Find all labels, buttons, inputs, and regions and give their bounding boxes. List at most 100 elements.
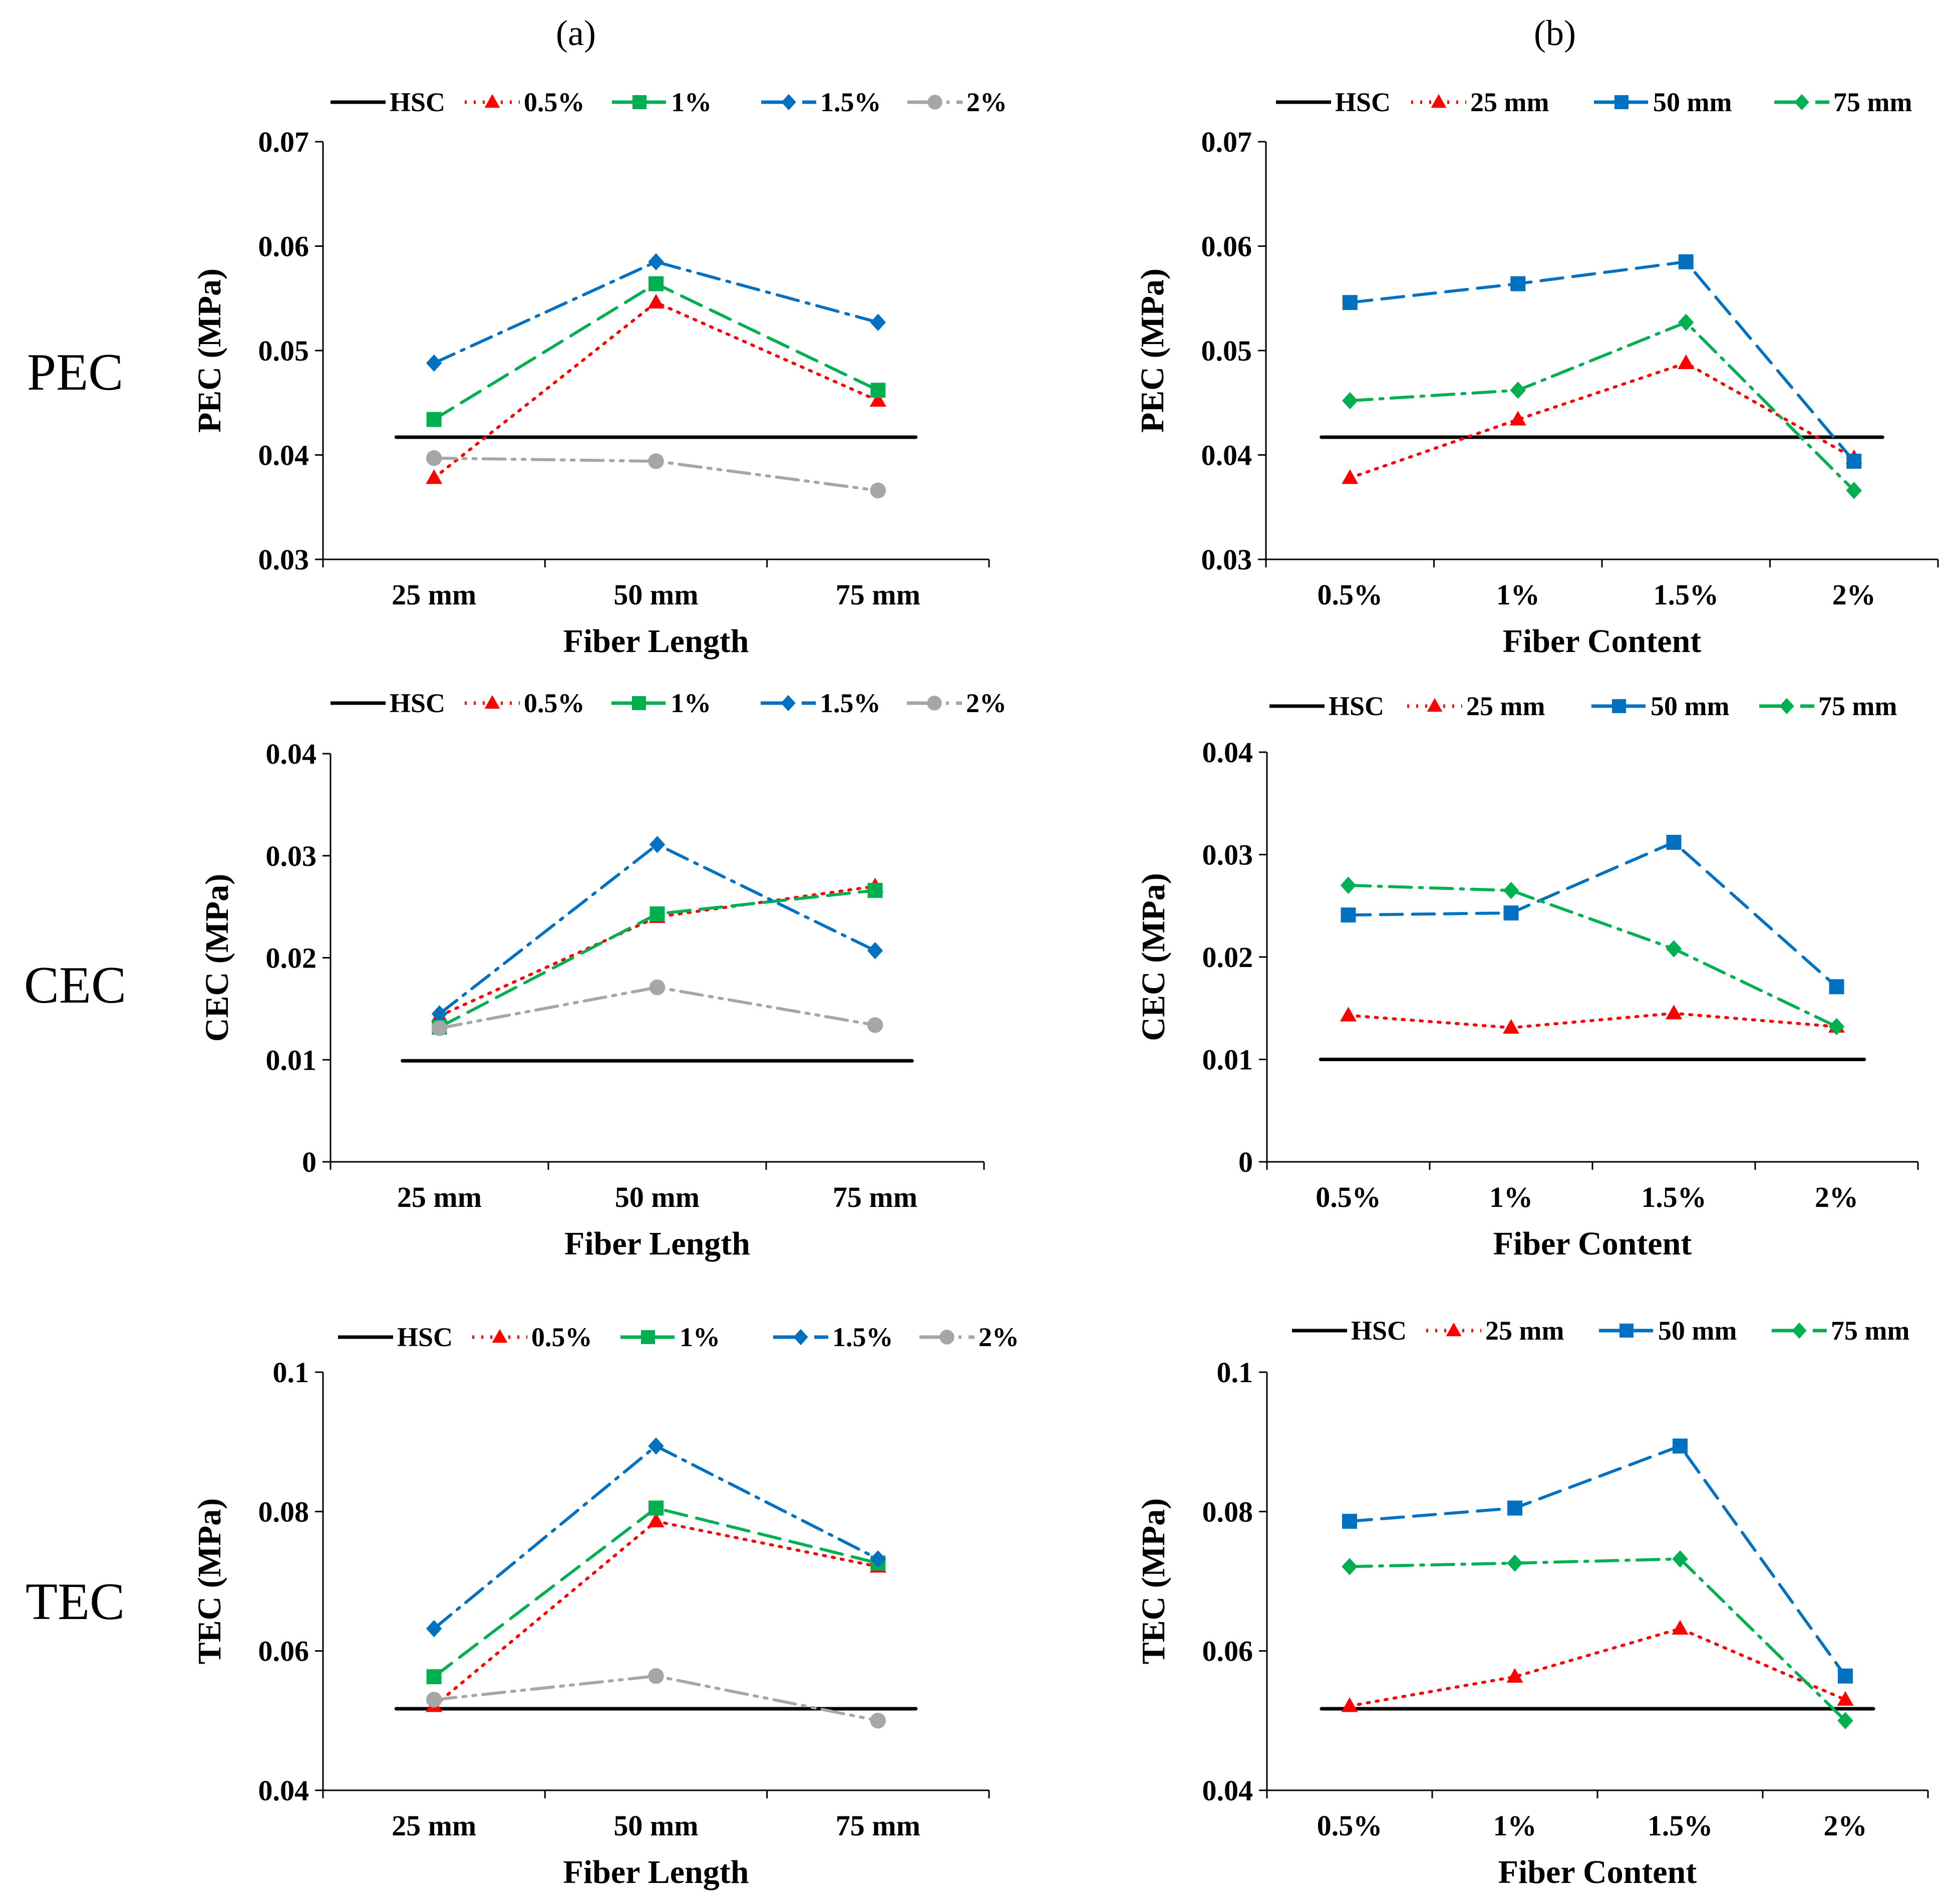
chart-pec-b: 0.03 0.04 0.05 0.06 0.07 0.5% 1% 1.5% 2% Fiber Co… [1134,87,1939,660]
x-tick-label: 1.5% [1648,1809,1713,1842]
x-axis-title: Fiber Content [1503,623,1702,660]
data-point [1837,1712,1853,1730]
data-point [426,1669,442,1685]
data-point [1838,1668,1853,1684]
data-point [648,253,664,271]
x-axis-title: Fiber Content [1498,1854,1697,1890]
data-point [648,1500,664,1516]
legend-label: 75 mm [1833,87,1912,117]
series-25-mm [1342,354,1862,484]
series-75-mm [1342,1550,1853,1730]
legend-swatch-marker [632,696,646,710]
data-point [1672,1620,1689,1635]
x-axis-title: Fiber Content [1493,1225,1692,1262]
legend-label: HSC [390,688,445,718]
y-tick-label: 0.04 [1201,439,1252,472]
data-point [1837,1691,1854,1706]
legend-label: 1.5% [820,688,881,718]
data-point [1342,295,1358,310]
data-point [431,1005,448,1023]
x-tick-label: 1% [1493,1809,1537,1842]
x-tick-label: 75 mm [833,1181,917,1213]
data-point [1342,469,1359,484]
series-2- [426,450,886,499]
y-axis-title: PEC (MPa) [191,268,228,433]
legend-label: 2% [979,1322,1019,1352]
data-point [426,412,442,427]
data-point [1666,1005,1682,1020]
data-point [1678,254,1694,269]
legend-label: HSC [1329,691,1384,721]
x-tick-label: 50 mm [615,1181,700,1213]
series-line [432,1444,880,1631]
data-point [1503,1019,1519,1034]
series-line [1347,1012,1838,1030]
series-line [1348,260,1856,463]
legend-swatch-marker [793,1329,808,1346]
series-50-mm [1342,1438,1853,1684]
y-tick-label: 0.04 [1202,1774,1253,1807]
legend-swatch-marker [1792,1322,1807,1339]
legend-swatch-marker [939,1330,954,1345]
data-point [647,1512,665,1527]
series-1-5- [426,253,886,372]
series-75-mm [1340,876,1845,1036]
chart-tec-a: 0.04 0.06 0.08 0.1 25 mm 50 mm 75 mm Fiber Leng… [191,1322,1019,1890]
series-1-5- [426,1437,886,1638]
legend: HSC 25 mm 50 mm 75 mm [1292,1316,1909,1346]
series-2- [431,979,883,1036]
legend-label: HSC [397,1322,453,1352]
legend-label: 75 mm [1831,1316,1909,1346]
data-point [869,392,886,407]
data-point [648,1668,664,1684]
legend-label: 75 mm [1818,691,1897,721]
data-point [426,354,442,372]
y-axis-title: CEC (MPa) [199,874,235,1042]
data-point [1510,381,1526,399]
legend-label: 1.5% [832,1322,893,1352]
chart-tec-b: 0.04 0.06 0.08 0.1 0.5% 1% 1.5% 2% Fiber Content… [1135,1316,1929,1890]
y-tick-label: 0.07 [1201,126,1252,158]
data-point [1342,1513,1357,1529]
data-point [648,1437,664,1455]
series-0-5- [431,877,883,1022]
x-tick-label: 50 mm [613,1809,698,1842]
y-tick-label: 0.06 [1202,1635,1253,1668]
y-axis-title: CEC (MPa) [1135,873,1172,1041]
legend-label: 0.5% [524,688,585,718]
data-point [649,836,666,853]
column-label-b: (b) [1534,13,1576,53]
legend-label: 2% [966,688,1007,718]
series-1- [426,1500,886,1685]
data-point [1342,392,1358,410]
series-25-mm [1341,1620,1854,1712]
series-line [1347,840,1838,989]
chart-pec-a: 0.03 0.04 0.05 0.06 0.07 25 mm 50 mm 75 mm Fiber… [191,87,1007,660]
y-tick-label: 0.03 [1201,543,1252,576]
legend-label: 1% [671,87,712,117]
legend-label: 50 mm [1651,691,1729,721]
legend-label: HSC [390,87,445,117]
data-point [1829,979,1844,995]
data-point [426,450,442,466]
x-tick-label: 1.5% [1641,1181,1707,1213]
data-point [870,482,886,499]
legend: HSC 25 mm 50 mm 75 mm [1269,691,1897,721]
data-point [431,1020,448,1036]
y-tick-label: 0.06 [1201,230,1252,263]
series-line [1348,361,1856,480]
series-1- [432,883,883,1035]
legend-swatch-marker [781,695,796,712]
data-point [1341,1697,1358,1712]
legend-swatch-marker [641,1330,655,1344]
series-line [432,1506,880,1679]
y-tick-label: 0.1 [273,1356,309,1389]
x-tick-label: 2% [1815,1181,1858,1213]
data-point [649,906,665,921]
legend-label: HSC [1335,87,1391,117]
legend: HSC 25 mm 50 mm 75 mm [1276,87,1912,117]
data-point [648,276,664,291]
y-tick-label: 0.02 [266,942,317,975]
y-tick-label: 0.04 [258,439,309,472]
legend-swatch-marker [1612,699,1626,713]
